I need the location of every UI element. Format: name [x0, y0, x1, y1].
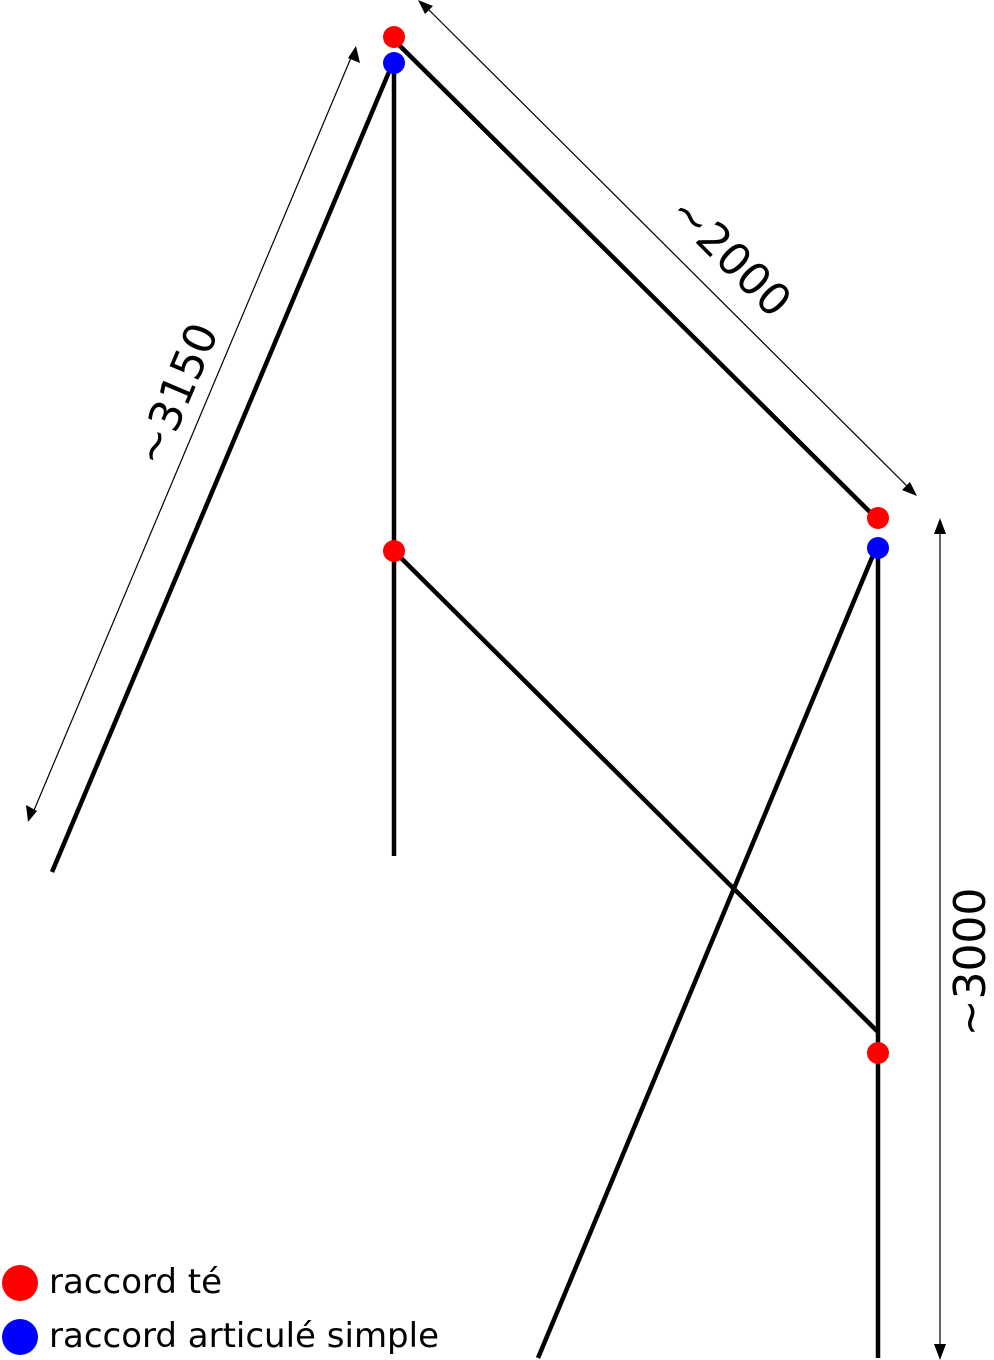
left-dimension-label: ~3150 [124, 316, 229, 473]
right-dimension-arrow-bottom [934, 1344, 946, 1360]
top-dimension-arrow-top [418, 0, 433, 14]
legend: raccord té raccord articulé simple [2, 1262, 439, 1356]
left-dimension-line [31, 52, 354, 816]
legend-hinge-marker [2, 1319, 38, 1355]
hinge-joint-top-left [383, 52, 405, 74]
tee-joint-mid-left [383, 540, 405, 562]
left-dimension-arrow-bottom [26, 805, 37, 822]
tee-joint-top-right [867, 507, 889, 529]
left-dimension-arrow-top [348, 46, 360, 63]
legend-hinge-label: raccord articulé simple [49, 1316, 439, 1356]
left-leg-bar [49, 59, 397, 873]
right-leg-bar [535, 547, 879, 1359]
diagonal-brace-bar [392, 549, 880, 1034]
legend-tee-marker [2, 1265, 38, 1301]
tee-joint-low-right [867, 1042, 889, 1064]
top-beam-bar [392, 38, 880, 522]
legend-tee-label: raccord té [49, 1262, 222, 1302]
top-dimension-line [421, 2, 914, 493]
top-dimension-arrow-bottom [902, 482, 917, 496]
right-dimension-label: ~3000 [945, 888, 994, 1037]
hinge-joint-top-right [867, 537, 889, 559]
top-dimension-label: ~2000 [660, 186, 801, 327]
right-dimension-arrow-top [934, 518, 946, 534]
tee-joint-top-left [383, 26, 405, 48]
